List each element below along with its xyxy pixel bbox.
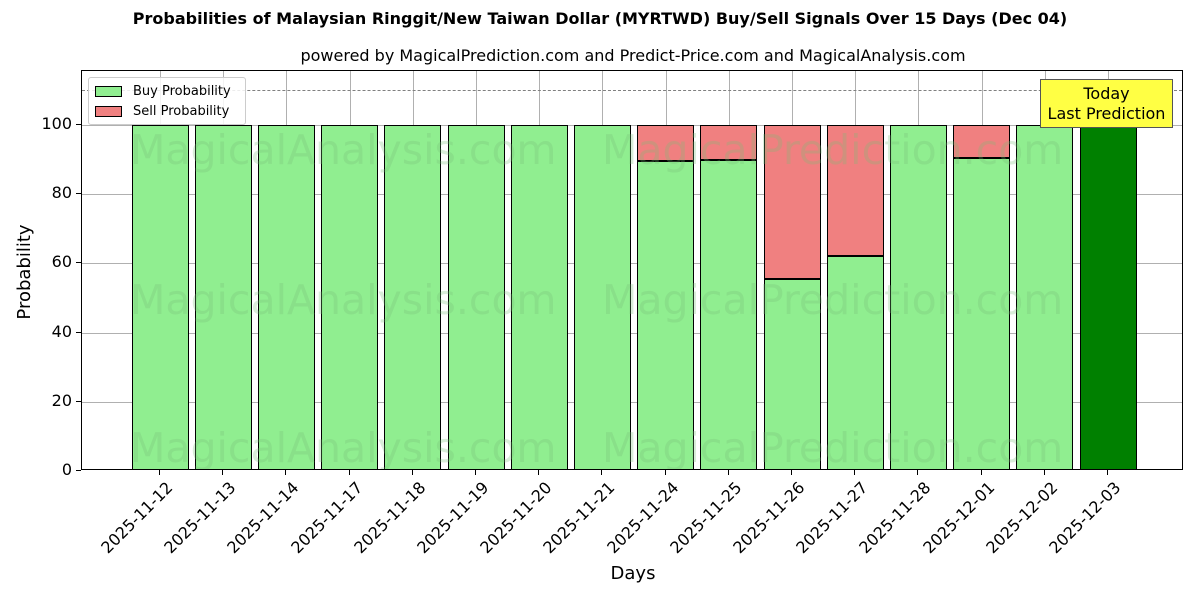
y-tick-label: 0: [61, 460, 72, 479]
legend: Buy Probability Sell Probability: [88, 77, 246, 125]
buy-swatch-icon: [95, 85, 122, 97]
buy-bar: [826, 256, 884, 469]
sell-swatch-icon: [95, 105, 122, 117]
x-axis-title: Days: [610, 563, 656, 584]
annotation-line-1: Today: [1083, 84, 1130, 103]
annotation-line-2: Last Prediction: [1047, 104, 1166, 123]
x-tick-mark: [980, 470, 982, 475]
y-tick-mark: [76, 124, 81, 125]
y-tick-mark: [76, 262, 81, 264]
x-tick-mark: [159, 470, 160, 475]
y-tick-label: 40: [51, 321, 72, 341]
buy-bar: [889, 125, 947, 469]
legend-item-buy: Buy Probability: [95, 83, 231, 99]
y-tick-label: 60: [51, 252, 72, 272]
buy-bar: [637, 160, 695, 469]
chart-title: Probabilities of Malaysian Ringgit/New T…: [132, 9, 1068, 28]
sell-bar: [763, 125, 821, 279]
buy-bar: [573, 125, 631, 469]
x-tick-mark: [475, 470, 476, 475]
gridline-horizontal: [82, 194, 1182, 196]
x-tick-mark: [411, 470, 413, 475]
y-tick-mark: [76, 470, 81, 471]
x-tick-mark: [1107, 470, 1108, 475]
y-axis-title: Probability: [14, 224, 35, 320]
buy-bar: [447, 125, 505, 469]
y-tick-mark: [76, 193, 81, 195]
y-tick-label: 100: [41, 114, 72, 133]
buy-bar: [131, 125, 189, 469]
buy-bar: [510, 125, 568, 469]
y-tick-label: 20: [51, 390, 72, 410]
x-tick-mark: [854, 470, 856, 475]
x-tick-mark: [791, 470, 792, 475]
x-tick-mark: [1043, 470, 1045, 475]
buy-bar: [194, 125, 252, 469]
legend-sell-label: Sell Probability: [133, 103, 230, 119]
sell-bar: [637, 125, 695, 161]
buy-bar: [763, 278, 821, 469]
x-tick-mark: [664, 470, 666, 475]
x-tick-mark: [917, 470, 919, 475]
buy-bar: [384, 125, 442, 469]
legend-item-sell: Sell Probability: [95, 103, 229, 119]
sell-bar: [826, 125, 884, 257]
y-tick-label: 80: [51, 183, 72, 203]
buy-bar: [1016, 125, 1074, 469]
y-tick-mark: [76, 331, 81, 333]
buy-bar: [700, 159, 758, 469]
buy-bar: [257, 125, 315, 469]
reference-line: [82, 90, 1182, 92]
y-tick-mark: [76, 400, 81, 402]
legend-buy-label: Buy Probability: [133, 83, 231, 99]
x-tick-mark: [601, 470, 603, 475]
buy-bar: [1079, 125, 1137, 469]
x-tick-mark: [727, 470, 729, 475]
x-tick-mark: [348, 470, 350, 475]
sell-bar: [700, 125, 758, 160]
gridline-horizontal: [82, 263, 1182, 265]
gridline-horizontal: [82, 125, 1182, 126]
buy-bar: [321, 125, 379, 469]
today-annotation: Today Last Prediction: [1040, 79, 1173, 128]
gridline-horizontal: [82, 401, 1182, 403]
buy-bar: [953, 158, 1011, 469]
gridline-horizontal: [82, 332, 1182, 334]
sell-bar: [953, 125, 1011, 159]
x-tick-mark: [285, 470, 287, 475]
x-tick-mark: [222, 470, 224, 475]
x-tick-mark: [538, 470, 540, 475]
chart-subtitle: powered by MagicalPrediction.com and Pre…: [300, 46, 966, 65]
plot-area: MagicalAnalysis.com MagicalAnalysis.com Ma…: [81, 70, 1183, 470]
